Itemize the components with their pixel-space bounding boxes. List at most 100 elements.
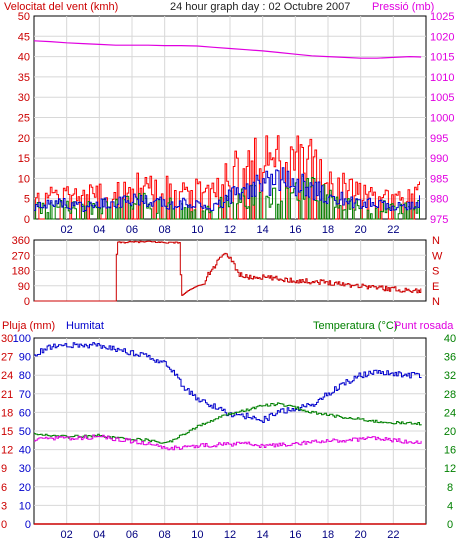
temperature-tick-label: 28 [444,389,456,401]
wind-pressure-x-tick-label: 10 [191,224,203,236]
temperature-humidity-panel: 0369121518212427300102030405060708090100… [1,333,456,541]
rain-tick-label: 15 [1,426,13,438]
humidity-tick-label: 30 [19,463,31,475]
humidity-tick-label: 60 [19,407,31,419]
temp-humidity-x-tick-label: 18 [322,529,334,541]
wind-speed-tick-label: 30 [18,92,30,104]
humidity-tick-label: 80 [19,370,31,382]
pressure-tick-label: 1005 [430,92,454,104]
rain-tick-label: 9 [1,463,7,475]
humidity-tick-label: 20 [19,482,31,494]
rain-tick-label: 12 [1,445,13,457]
temperature-tick-label: 40 [444,333,456,345]
compass-tick-label: N [432,296,440,308]
compass-tick-label: S [432,266,439,278]
temperature-tick-label: 24 [444,407,456,419]
pressure-tick-label: 990 [430,153,448,165]
wind-pressure-x-tick-label: 02 [61,224,73,236]
direction-degree-tick-label: 0 [24,296,30,308]
wind-pressure-x-tick-label: 14 [257,224,269,236]
pressure-tick-label: 1015 [430,52,454,64]
pressure-tick-label: 985 [430,173,448,185]
temp-humidity-x-tick-label: 08 [159,529,171,541]
wind-speed-tick-label: 0 [24,214,30,226]
rain-tick-label: 0 [1,519,7,531]
dew-point-line [34,434,422,451]
wind-pressure-x-tick-label: 04 [93,224,105,236]
pressure-tick-label: 1010 [430,72,454,84]
pressure-tick-label: 980 [430,194,448,206]
wind-speed-tick-label: 50 [18,11,30,23]
humidity-tick-label: 70 [19,389,31,401]
temperature-tick-label: 4 [447,500,453,512]
wind-pressure-x-tick-label: 06 [126,224,138,236]
rain-axis-label: Pluja (mm) [2,320,55,332]
direction-degree-tick-label: 180 [12,266,30,278]
humidity-tick-label: 50 [19,426,31,438]
pressure-axis-label: Pressió (mb) [372,1,434,13]
pressure-tick-label: 1025 [430,11,454,23]
wind-gust-line [34,135,420,220]
temp-humidity-x-tick-label: 06 [126,529,138,541]
wind-pressure-x-tick-label: 22 [387,224,399,236]
temperature-line [34,402,422,444]
temperature-tick-label: 8 [447,482,453,494]
temperature-tick-label: 36 [444,352,456,364]
temperature-tick-label: 20 [444,426,456,438]
humidity-tick-label: 0 [25,519,31,531]
temp-humidity-x-tick-label: 10 [191,529,203,541]
wind-pressure-panel: 0510152025303540455097598098599099510001… [18,11,455,236]
pressure-line [33,40,422,59]
dew-point-axis-label: Punt rosada [394,320,454,332]
rain-tick-label: 6 [1,482,7,494]
temp-humidity-x-tick-label: 22 [387,529,399,541]
wind-speed-tick-label: 25 [18,113,30,125]
temperature-tick-label: 12 [444,463,456,475]
temperature-axis-label: Temperatura (°C) [313,320,397,332]
wind-speed-tick-label: 15 [18,153,30,165]
temp-humidity-x-tick-label: 12 [224,529,236,541]
wind-speed-tick-label: 20 [18,133,30,145]
wind-pressure-x-tick-label: 18 [322,224,334,236]
humidity-tick-label: 90 [19,352,31,364]
temp-humidity-x-tick-label: 04 [93,529,105,541]
rain-tick-label: 27 [1,352,13,364]
humidity-axis-label: Humitat [66,320,104,332]
temp-humidity-x-tick-label: 14 [257,529,269,541]
pressure-tick-label: 975 [430,214,448,226]
humidity-tick-label: 100 [13,333,31,345]
temp-humidity-x-tick-label: 16 [289,529,301,541]
direction-degree-tick-label: 360 [12,235,30,247]
wind-speed-tick-label: 40 [18,52,30,64]
direction-degree-tick-label: 90 [18,281,30,293]
rain-tick-label: 24 [1,370,13,382]
pressure-tick-label: 1000 [430,113,454,125]
humidity-tick-label: 10 [19,500,31,512]
wind-pressure-x-tick-label: 08 [159,224,171,236]
rain-tick-label: 30 [1,333,13,345]
wind-speed-tick-label: 5 [24,194,30,206]
wind-direction-line [34,240,422,302]
temp-humidity-x-tick-label: 02 [61,529,73,541]
compass-tick-label: W [432,250,443,262]
temperature-tick-label: 16 [444,445,456,457]
wind-speed-tick-label: 10 [18,173,30,185]
wind-pressure-x-tick-label: 20 [355,224,367,236]
rain-tick-label: 18 [1,407,13,419]
compass-tick-label: N [432,235,440,247]
temperature-tick-label: 0 [447,519,453,531]
rain-tick-label: 21 [1,389,13,401]
humidity-tick-label: 40 [19,445,31,457]
pressure-tick-label: 995 [430,133,448,145]
pressure-tick-label: 1020 [430,31,454,43]
rain-tick-label: 3 [1,500,7,512]
humidity-line [34,342,422,423]
temperature-tick-label: 32 [444,370,456,382]
wind-pressure-x-tick-label: 16 [289,224,301,236]
wind-speed-axis-label: Velocitat del vent (kmh) [4,1,118,13]
wind-average-line [34,167,420,212]
wind-speed-tick-label: 45 [18,31,30,43]
wind-speed-tick-label: 35 [18,72,30,84]
